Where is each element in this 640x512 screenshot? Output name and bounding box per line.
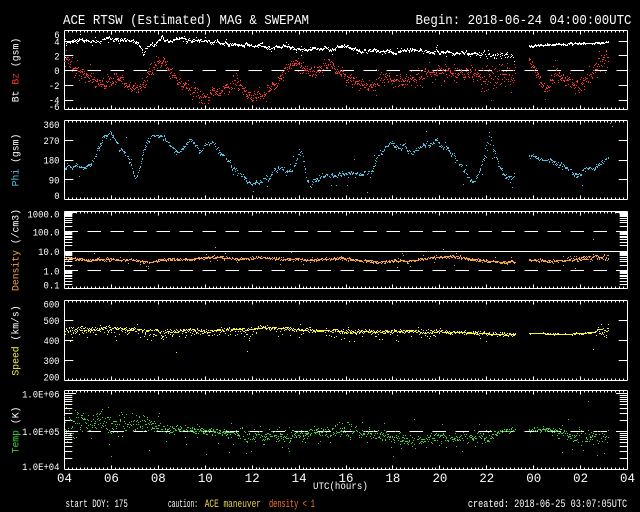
- svg-text:density < 1: density < 1: [269, 499, 315, 511]
- svg-text:1000.0: 1000.0: [27, 210, 59, 222]
- svg-text:12: 12: [245, 472, 260, 486]
- svg-text:180: 180: [44, 156, 60, 168]
- svg-text:18: 18: [385, 472, 400, 486]
- svg-text:300: 300: [44, 356, 60, 368]
- svg-text:08: 08: [151, 472, 166, 486]
- svg-text:360: 360: [44, 120, 60, 132]
- svg-text:Temp (K): Temp (K): [11, 407, 22, 454]
- svg-text:ACE RTSW (Estimated) MAG & SWE: ACE RTSW (Estimated) MAG & SWEPAM: [63, 14, 309, 29]
- svg-text:16: 16: [339, 472, 354, 486]
- svg-text:created: 2018-06-25 03:07:05UT: created: 2018-06-25 03:07:05UTC: [468, 499, 628, 511]
- svg-text:Phi (gsm): Phi (gsm): [11, 134, 22, 187]
- svg-text:0.1: 0.1: [44, 281, 60, 293]
- svg-text:Bt Bz (gsm): Bt Bz (gsm): [11, 38, 22, 102]
- svg-text:02: 02: [573, 472, 588, 486]
- svg-text:6: 6: [54, 30, 59, 42]
- svg-text:200: 200: [44, 373, 60, 385]
- svg-text:Speed (km/s): Speed (km/s): [11, 305, 22, 375]
- svg-text:600: 600: [44, 300, 60, 312]
- svg-text:caution:: caution:: [168, 499, 198, 511]
- svg-text:1.0E+04: 1.0E+04: [22, 462, 59, 474]
- svg-text:04: 04: [57, 472, 72, 486]
- svg-text:22: 22: [479, 472, 494, 486]
- svg-text:06: 06: [104, 472, 119, 486]
- svg-text:-2: -2: [49, 81, 60, 93]
- svg-text:0: 0: [54, 66, 59, 78]
- svg-text:14: 14: [292, 472, 307, 486]
- svg-text:2: 2: [54, 51, 59, 63]
- svg-text:1.0E+06: 1.0E+06: [22, 390, 59, 402]
- svg-text:-6: -6: [49, 102, 60, 114]
- svg-text:UTC(hours): UTC(hours): [313, 481, 368, 493]
- svg-text:10: 10: [198, 472, 213, 486]
- svg-text:270: 270: [44, 136, 60, 148]
- svg-text:-4: -4: [49, 96, 60, 108]
- svg-text:Begin: 2018-06-24 04:00:00UTC: Begin: 2018-06-24 04:00:00UTC: [416, 14, 632, 29]
- svg-text:0: 0: [54, 191, 59, 203]
- svg-text:500: 500: [44, 316, 60, 328]
- svg-text:90: 90: [49, 175, 60, 187]
- svg-text:10.0: 10.0: [38, 247, 59, 259]
- svg-text:00: 00: [526, 472, 541, 486]
- svg-text:1.0E+05: 1.0E+05: [22, 427, 59, 439]
- svg-text:400: 400: [44, 336, 60, 348]
- svg-text:Density (/cm3): Density (/cm3): [11, 209, 22, 291]
- svg-text:20: 20: [432, 472, 447, 486]
- svg-text:4: 4: [54, 37, 59, 49]
- svg-text:start DOY: 175: start DOY: 175: [66, 499, 128, 511]
- svg-text:ACE maneuver: ACE maneuver: [205, 499, 261, 511]
- svg-text:04: 04: [620, 472, 635, 486]
- svg-text:100.0: 100.0: [33, 228, 60, 240]
- svg-text:1.0: 1.0: [44, 267, 60, 279]
